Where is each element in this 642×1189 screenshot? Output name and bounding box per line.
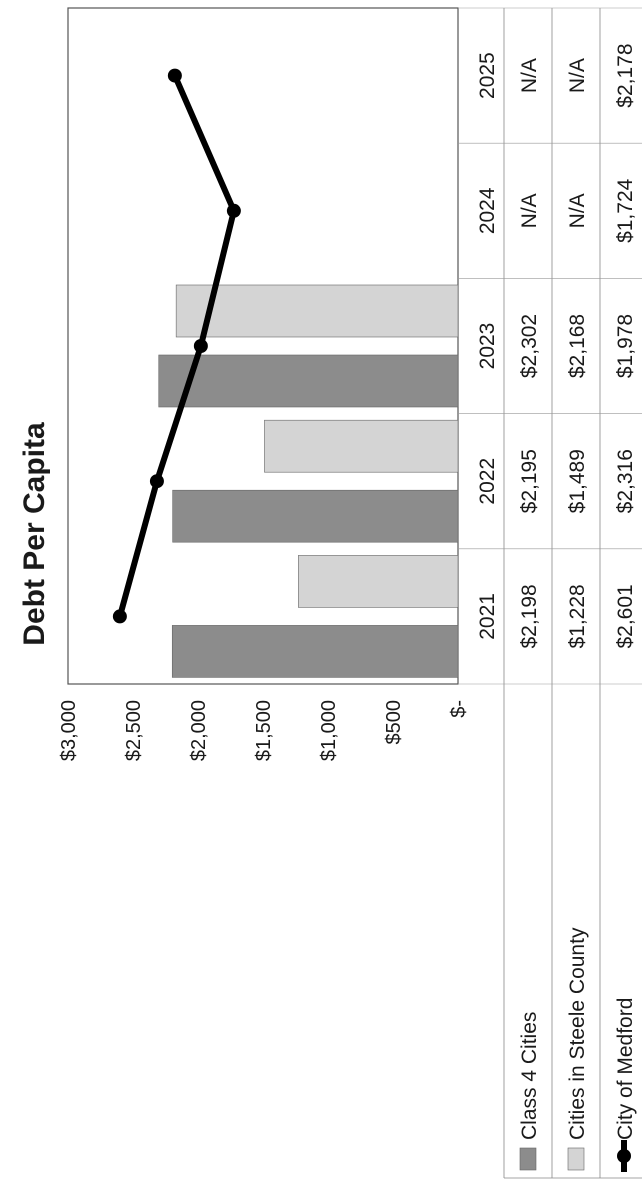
- bars: [158, 284, 459, 678]
- legend-label: City of Medford: [614, 998, 637, 1140]
- table-cell: $2,168: [566, 314, 589, 378]
- year-label: 2021: [476, 593, 499, 640]
- chart-title: Debt Per Capita: [18, 422, 51, 646]
- bar-steele-2022: [264, 419, 459, 473]
- table-cell: N/A: [566, 58, 589, 93]
- y-tick-label: $2,000: [188, 700, 210, 761]
- table-cell: $2,302: [518, 314, 541, 378]
- table-cell: $1,978: [614, 314, 637, 378]
- y-tick-label: $1,500: [253, 700, 275, 761]
- medford-point-2025: [167, 68, 182, 83]
- table-cell: $2,198: [518, 584, 541, 648]
- table-cell: N/A: [518, 193, 541, 228]
- table-cell: $2,316: [614, 449, 637, 513]
- year-label: 2022: [476, 458, 499, 505]
- y-tick-label: $2,500: [123, 700, 145, 761]
- data-table: 2021 2022 2023 2024 2025 Class 4 Cities $2,198…: [458, 7, 642, 1179]
- table-cell: $1,724: [614, 178, 637, 243]
- table-cell: $2,178: [614, 43, 637, 107]
- table-cell: $2,601: [614, 584, 637, 648]
- medford-point-2022: [149, 474, 164, 489]
- y-tick-label: $1,000: [318, 700, 340, 761]
- y-axis: $- $500 $1,000 $1,500 $2,000 $2,500 $3,000: [58, 7, 470, 761]
- legend-swatch-1: [567, 1147, 585, 1171]
- plot-frame: [67, 7, 459, 685]
- legend-label: Class 4 Cities: [518, 1012, 541, 1140]
- table-cell: $2,195: [518, 449, 541, 513]
- medford-line: [112, 68, 241, 624]
- year-label: 2023: [476, 323, 499, 370]
- medford-point-2023: [193, 339, 208, 353]
- y-tick-label: $-: [448, 700, 470, 718]
- bar-steele-2021: [298, 555, 459, 608]
- bar-steele-2023: [175, 284, 459, 338]
- medford-point-2024: [226, 203, 241, 218]
- medford-point-2021: [112, 609, 127, 624]
- bar-class4-2022: [172, 489, 459, 543]
- legend-marker-key: [617, 1149, 631, 1163]
- bar-class4-2021: [171, 625, 459, 678]
- year-label: 2024: [476, 187, 499, 234]
- legend-label: Cities in Steele County: [566, 927, 589, 1140]
- table-cell: N/A: [518, 58, 541, 93]
- y-tick-label: $3,000: [58, 700, 80, 761]
- table-cell: $1,489: [566, 449, 589, 513]
- y-tick-label: $500: [383, 700, 405, 745]
- year-label: 2025: [476, 52, 499, 99]
- table-cell: $1,228: [566, 584, 589, 648]
- table-cell: N/A: [566, 193, 589, 228]
- bar-class4-2023: [158, 354, 459, 408]
- legend-swatch-0: [519, 1147, 537, 1171]
